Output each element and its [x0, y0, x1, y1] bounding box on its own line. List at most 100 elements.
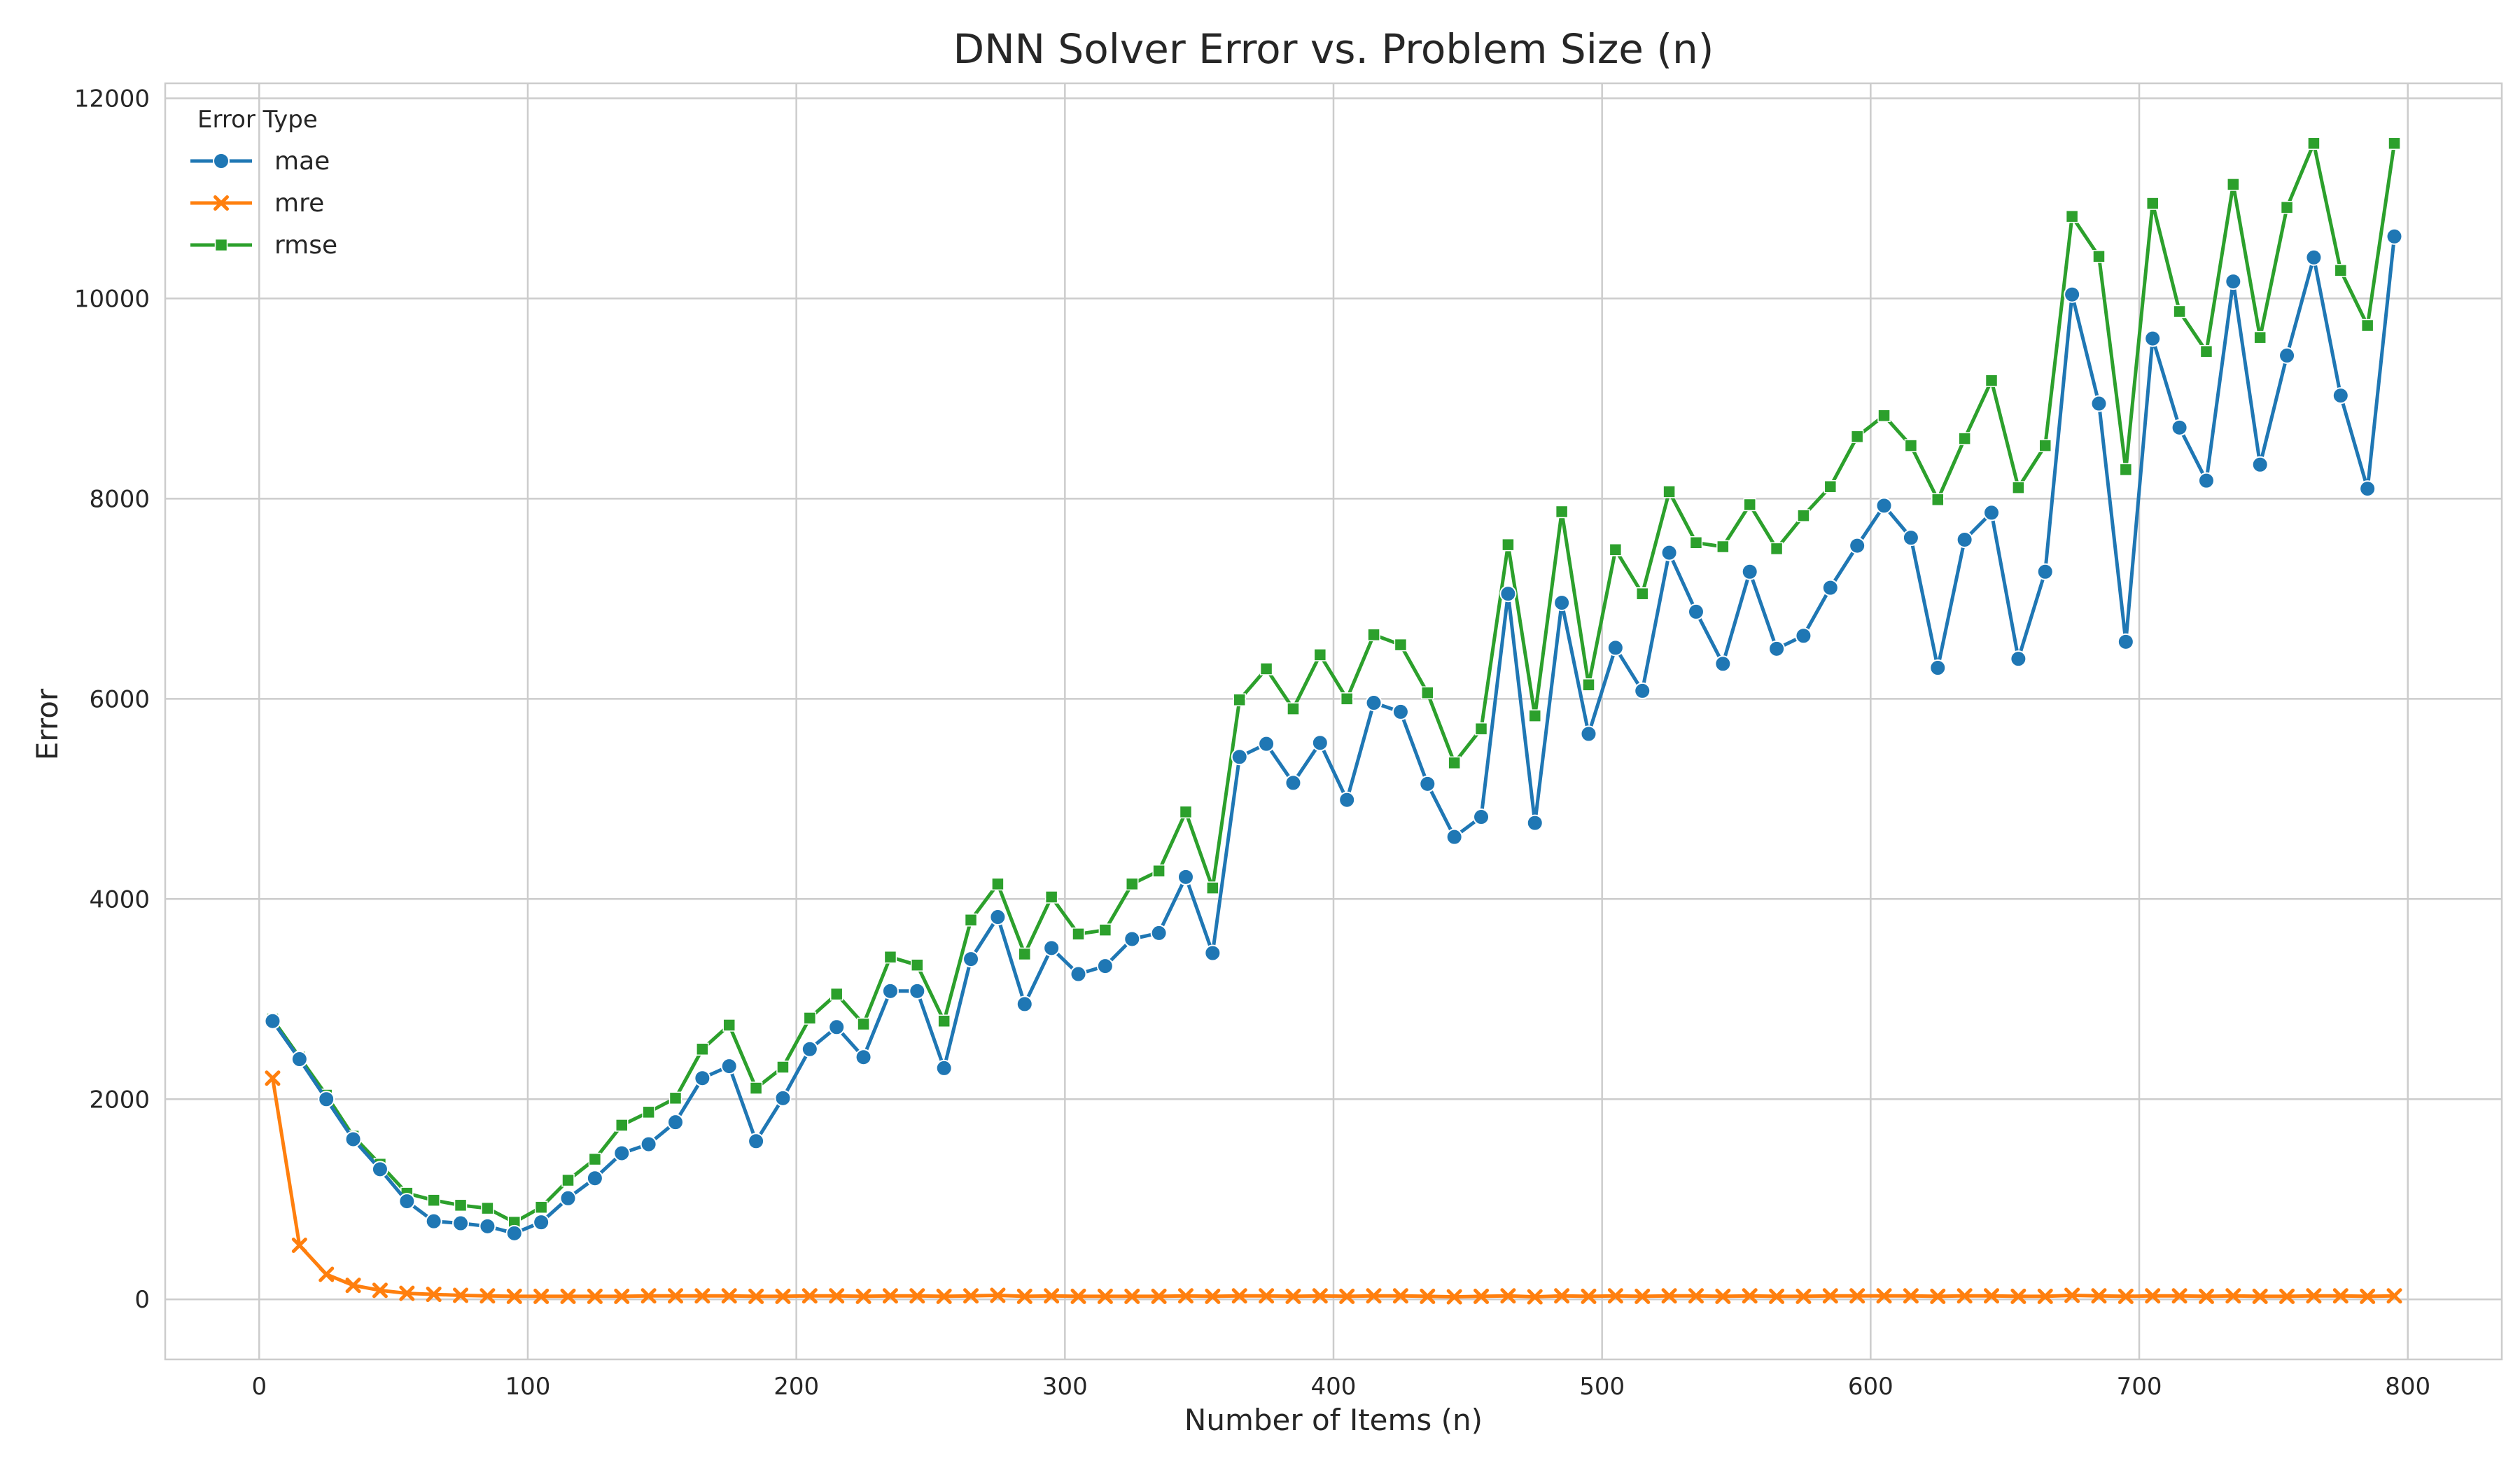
- data-point-mre: [640, 1288, 657, 1304]
- data-point-mre: [1554, 1288, 1570, 1304]
- x-tick-label: 400: [1311, 1373, 1357, 1401]
- data-point-rmse: [1797, 509, 1810, 522]
- data-point-rmse: [2360, 318, 2374, 332]
- x-tick-label: 0: [251, 1373, 267, 1401]
- data-point-mre: [1500, 1288, 1516, 1304]
- data-point-rmse: [454, 1198, 468, 1212]
- data-point-mre: [1097, 1288, 1113, 1304]
- data-point-mae: [1634, 682, 1651, 699]
- data-point-mae: [909, 982, 926, 1000]
- data-point-mre: [587, 1288, 603, 1304]
- data-point-mae: [666, 1114, 684, 1131]
- x-axis-label: Number of Items (n): [1184, 1403, 1483, 1437]
- data-point-rmse: [2253, 330, 2267, 344]
- data-point-mre: [1231, 1288, 1247, 1304]
- data-point-rmse: [1528, 709, 1542, 722]
- data-point-mae: [2117, 633, 2134, 650]
- data-point-mae: [586, 1170, 603, 1187]
- data-point-rmse: [1179, 805, 1193, 819]
- data-point-rmse: [1072, 927, 1085, 941]
- data-point-rmse: [668, 1091, 682, 1105]
- data-point-mre: [318, 1266, 335, 1282]
- x-tick-labels: 0 100 200 300 400 500 600 700 800: [251, 1373, 2430, 1401]
- data-point-mre: [2118, 1288, 2134, 1304]
- data-point-mae: [801, 1040, 818, 1058]
- y-tick-label: 8000: [89, 485, 150, 513]
- data-point-rmse: [1367, 628, 1380, 642]
- data-point-mre: [1259, 1288, 1275, 1304]
- data-point-mae: [2090, 395, 2108, 412]
- data-point-rmse: [561, 1173, 575, 1187]
- data-point-mae: [371, 1161, 388, 1178]
- grid: [165, 83, 2502, 1359]
- data-point-mre: [479, 1288, 496, 1304]
- data-point-mae: [1446, 828, 1463, 846]
- data-point-mae: [855, 1049, 872, 1066]
- data-point-mae: [1473, 808, 1490, 826]
- data-point-mae: [505, 1224, 523, 1242]
- plot-frame: [164, 82, 2503, 1361]
- data-point-mae: [2251, 456, 2269, 473]
- data-point-mae: [748, 1133, 765, 1150]
- data-point-rmse: [1823, 479, 1837, 493]
- data-point-rmse: [1125, 877, 1139, 891]
- data-point-rmse: [2092, 250, 2106, 263]
- data-point-mae: [2332, 387, 2349, 405]
- data-point-mre: [1769, 1288, 1785, 1304]
- data-point-mre: [2091, 1288, 2107, 1304]
- data-point-mae: [1016, 995, 1033, 1013]
- data-point-rmse: [1233, 693, 1246, 707]
- data-point-mre: [882, 1288, 898, 1304]
- data-point-mae: [1929, 659, 1947, 677]
- data-point-rmse: [2065, 209, 2079, 223]
- data-point-mre: [1392, 1288, 1408, 1304]
- data-point-mre: [1339, 1288, 1355, 1304]
- data-point-rmse: [911, 958, 924, 972]
- x-tick-label: 600: [1848, 1373, 1893, 1401]
- data-point-mre: [1849, 1288, 1865, 1304]
- data-point-rmse: [588, 1152, 602, 1166]
- data-point-mre: [265, 1070, 281, 1086]
- data-point-mae: [1553, 594, 1571, 612]
- data-point-rmse: [1287, 702, 1300, 715]
- data-point-mae: [1580, 725, 1597, 743]
- data-point-mre: [345, 1278, 361, 1294]
- data-point-mre: [1070, 1288, 1086, 1304]
- data-point-mre: [614, 1288, 630, 1304]
- data-point-rmse: [1877, 409, 1891, 422]
- data-point-mae: [452, 1214, 470, 1232]
- data-point-mre: [2010, 1288, 2026, 1304]
- data-point-rmse: [2280, 201, 2294, 214]
- data-point-mre: [1474, 1288, 1490, 1304]
- data-point-mre: [1446, 1289, 1462, 1305]
- data-point-mae: [2359, 480, 2376, 498]
- data-point-rmse: [1098, 923, 1112, 937]
- data-point-rmse: [2307, 136, 2320, 150]
- data-point-mae: [1419, 775, 1436, 792]
- data-point-mae: [1231, 748, 1248, 766]
- data-point-mae: [1150, 924, 1168, 941]
- y-tick-label: 4000: [89, 886, 150, 913]
- data-point-rmse: [1206, 881, 1219, 895]
- data-point-mae: [318, 1091, 335, 1108]
- data-point-rmse: [2119, 463, 2133, 477]
- data-point-mae: [398, 1193, 416, 1210]
- data-point-mae: [479, 1217, 496, 1235]
- data-point-mae: [2010, 650, 2027, 668]
- data-point-rmse: [534, 1200, 548, 1214]
- data-point-mae: [2278, 346, 2296, 364]
- y-tick-label: 0: [134, 1286, 150, 1314]
- data-point-mae: [1687, 603, 1704, 620]
- data-point-mae: [1795, 627, 1812, 645]
- data-point-mae: [720, 1058, 738, 1075]
- data-point-mae: [1096, 958, 1114, 975]
- data-point-mre: [855, 1288, 872, 1304]
- data-point-mae: [2036, 563, 2054, 580]
- data-point-mae: [264, 1012, 281, 1030]
- series-layer: [264, 136, 2403, 1305]
- legend-marker-mae: [213, 153, 230, 169]
- data-point-mre: [1124, 1288, 1140, 1304]
- y-tick-label: 6000: [89, 685, 150, 713]
- data-point-mre: [1930, 1288, 1946, 1304]
